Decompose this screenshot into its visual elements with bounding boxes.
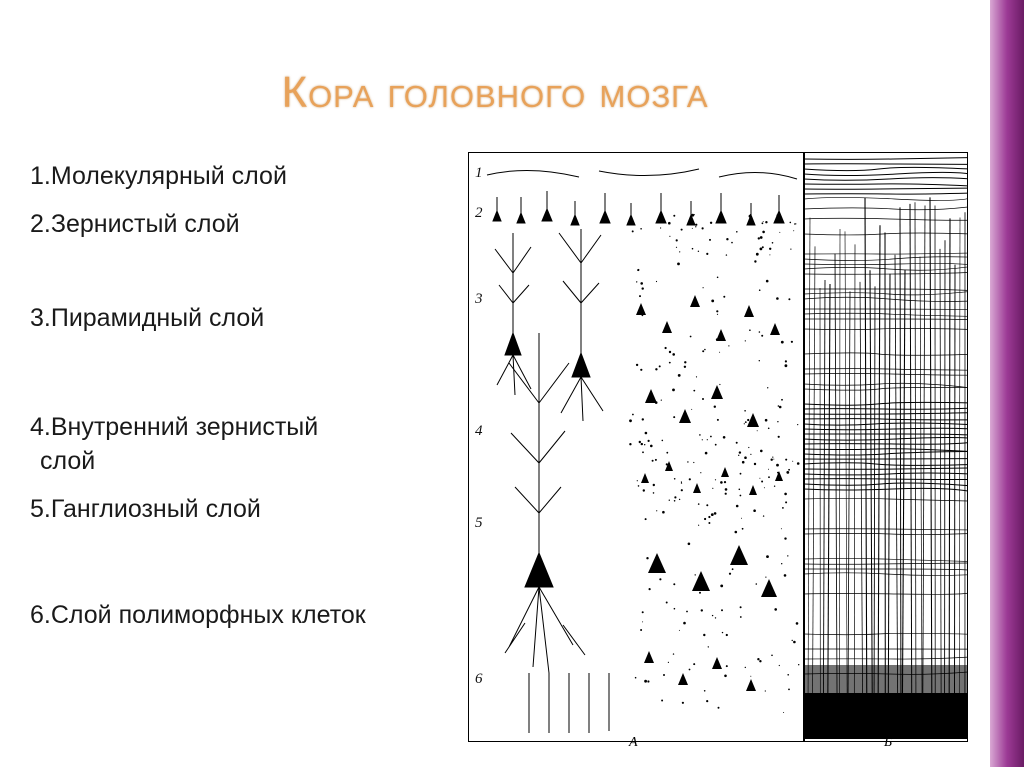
list-item: 5.Ганглиозный слой: [30, 493, 460, 527]
neuron-panel-icon: [469, 153, 803, 741]
slide: Кора головного мозга 1.Молекулярный слой…: [0, 0, 1024, 767]
fibre-panel-icon: [804, 153, 968, 741]
page-title: Кора головного мозга: [0, 68, 990, 118]
list-gap: [30, 541, 460, 599]
list-item: 6.Слой полиморфных клеток: [30, 599, 460, 633]
layer-list: 1.Молекулярный слой 2.Зернистый слой 3.П…: [30, 160, 460, 646]
list-item: 2.Зернистый слой: [30, 208, 460, 242]
list-gap: [30, 349, 460, 411]
list-item-continuation: слой: [30, 445, 460, 479]
list-gap: [30, 256, 460, 302]
accent-gradient-bar: [990, 0, 1024, 767]
list-item: 4.Внутренний зернистый: [30, 411, 460, 445]
list-item: 1.Молекулярный слой: [30, 160, 460, 194]
list-item: 3.Пирамидный слой: [30, 302, 460, 336]
histology-figure: 1 2 3 4 5 6 А Б: [468, 152, 968, 742]
